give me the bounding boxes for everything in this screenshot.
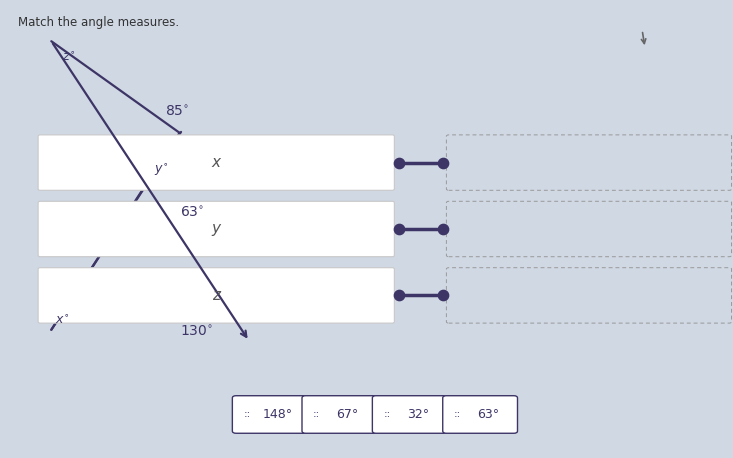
Text: 63°: 63°: [477, 408, 499, 421]
Text: ::: ::: [313, 409, 320, 420]
Text: $x^{\circ}$: $x^{\circ}$: [55, 314, 70, 327]
FancyBboxPatch shape: [372, 396, 447, 433]
Point: [438, 292, 449, 299]
FancyBboxPatch shape: [446, 267, 732, 323]
Text: 67°: 67°: [336, 408, 358, 421]
FancyBboxPatch shape: [446, 202, 732, 256]
Point: [394, 292, 405, 299]
Text: $63^{\circ}$: $63^{\circ}$: [180, 206, 204, 220]
FancyBboxPatch shape: [302, 396, 377, 433]
FancyBboxPatch shape: [446, 135, 732, 191]
Text: 148°: 148°: [262, 408, 293, 421]
Point: [438, 225, 449, 233]
Text: ::: ::: [454, 409, 461, 420]
Text: $y^{\circ}$: $y^{\circ}$: [154, 161, 169, 178]
FancyBboxPatch shape: [232, 396, 307, 433]
Text: $z^{\circ}$: $z^{\circ}$: [62, 51, 75, 64]
Text: ::: ::: [383, 409, 391, 420]
FancyBboxPatch shape: [443, 396, 517, 433]
Point: [438, 159, 449, 166]
Text: ::: ::: [243, 409, 251, 420]
Text: $85^{\circ}$: $85^{\circ}$: [165, 105, 189, 120]
Text: 32°: 32°: [407, 408, 429, 421]
FancyBboxPatch shape: [38, 135, 394, 191]
FancyBboxPatch shape: [38, 267, 394, 323]
Text: x: x: [212, 155, 221, 170]
Point: [394, 159, 405, 166]
FancyBboxPatch shape: [38, 202, 394, 256]
Text: Match the angle measures.: Match the angle measures.: [18, 16, 180, 29]
Text: z: z: [213, 288, 220, 303]
Point: [394, 225, 405, 233]
Text: y: y: [212, 222, 221, 236]
Text: $130^{\circ}$: $130^{\circ}$: [180, 325, 213, 339]
